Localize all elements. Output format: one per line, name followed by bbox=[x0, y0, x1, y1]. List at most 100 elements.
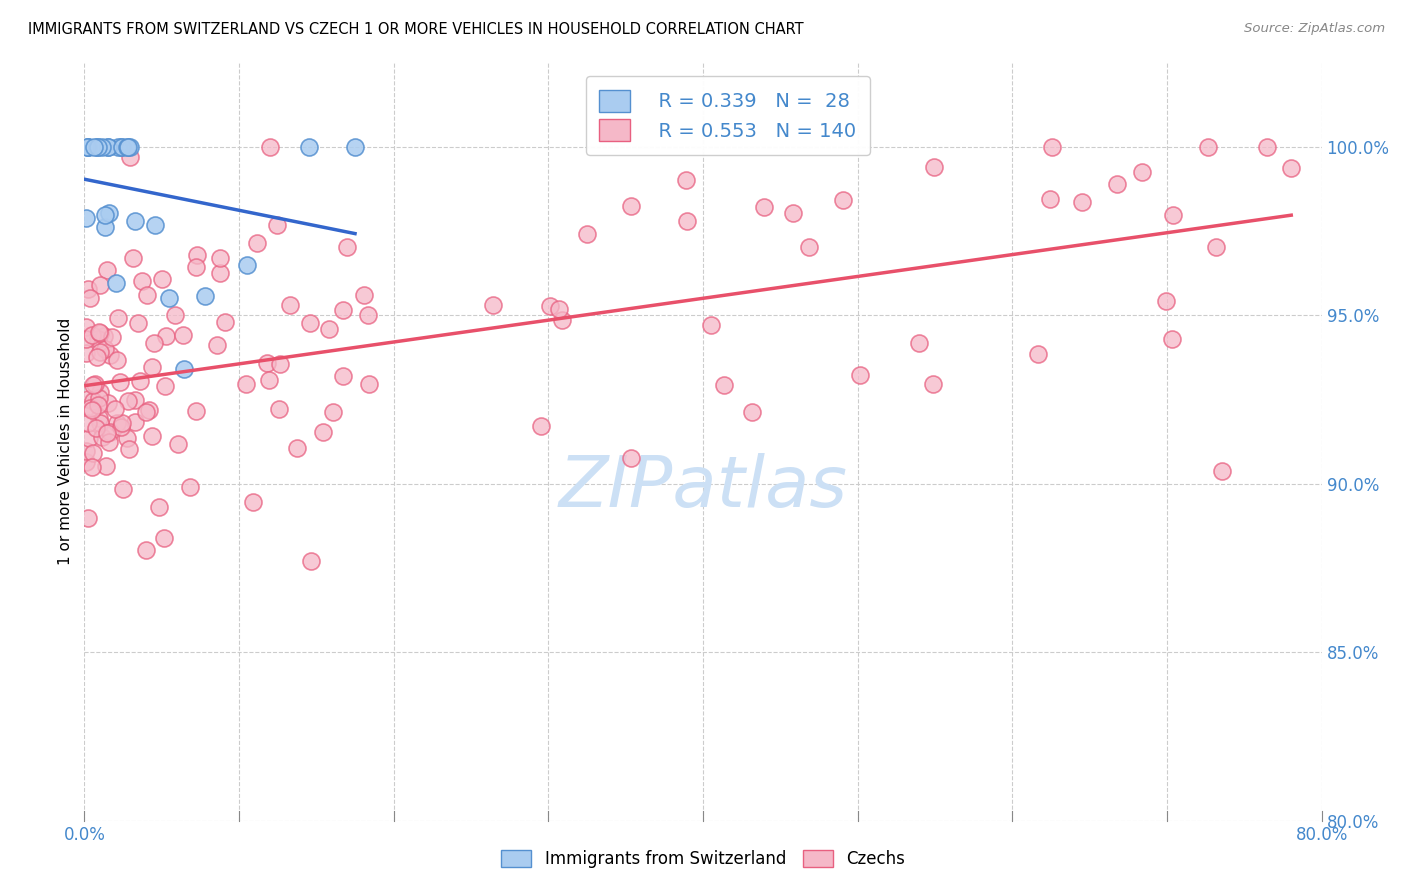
Point bbox=[136, 287, 159, 301]
Point bbox=[849, 368, 872, 383]
Point bbox=[311, 425, 333, 439]
Point bbox=[235, 258, 259, 272]
Text: IMMIGRANTS FROM SWITZERLAND VS CZECH 1 OR MORE VEHICLES IN HOUSEHOLD CORRELATION: IMMIGRANTS FROM SWITZERLAND VS CZECH 1 O… bbox=[28, 22, 804, 37]
Point bbox=[127, 316, 149, 330]
Point bbox=[118, 150, 141, 164]
Text: Source: ZipAtlas.com: Source: ZipAtlas.com bbox=[1244, 22, 1385, 36]
Point bbox=[97, 139, 120, 153]
Point bbox=[173, 361, 195, 376]
Point bbox=[115, 139, 138, 153]
Point bbox=[82, 446, 104, 460]
Point bbox=[1040, 139, 1063, 153]
Point bbox=[1279, 161, 1302, 176]
Point bbox=[94, 342, 117, 356]
Point bbox=[530, 419, 553, 434]
Point bbox=[205, 338, 228, 352]
Point bbox=[89, 417, 111, 431]
Point bbox=[98, 206, 121, 220]
Point bbox=[298, 139, 321, 153]
Point bbox=[799, 240, 821, 254]
Point bbox=[344, 139, 367, 153]
Point bbox=[143, 218, 166, 232]
Point bbox=[98, 347, 121, 361]
Point bbox=[111, 482, 134, 496]
Point bbox=[86, 139, 108, 153]
Point bbox=[77, 392, 100, 406]
Legend:   R = 0.339   N =  28,   R = 0.553   N = 140: R = 0.339 N = 28, R = 0.553 N = 140 bbox=[586, 76, 870, 155]
Point bbox=[94, 208, 117, 222]
Point bbox=[186, 248, 208, 262]
Point bbox=[104, 276, 127, 290]
Point bbox=[713, 378, 735, 392]
Point bbox=[91, 139, 114, 153]
Point bbox=[1070, 194, 1092, 209]
Point bbox=[1026, 347, 1049, 361]
Point bbox=[87, 398, 110, 412]
Point bbox=[336, 240, 359, 254]
Point bbox=[110, 139, 132, 153]
Point bbox=[75, 211, 97, 226]
Point bbox=[172, 328, 194, 343]
Point bbox=[266, 218, 288, 232]
Point bbox=[105, 416, 128, 430]
Point bbox=[259, 139, 281, 153]
Point bbox=[79, 401, 101, 415]
Point bbox=[620, 199, 643, 213]
Point bbox=[142, 335, 165, 350]
Point bbox=[89, 384, 111, 399]
Point bbox=[76, 139, 98, 153]
Point bbox=[96, 425, 118, 440]
Point bbox=[135, 543, 157, 558]
Point bbox=[299, 316, 322, 330]
Point bbox=[77, 282, 100, 296]
Point bbox=[1211, 464, 1233, 478]
Point bbox=[159, 291, 180, 305]
Point bbox=[194, 289, 217, 303]
Point bbox=[97, 435, 120, 450]
Point bbox=[82, 460, 104, 475]
Point bbox=[620, 451, 643, 466]
Point bbox=[831, 193, 853, 207]
Point bbox=[96, 263, 118, 277]
Point bbox=[117, 393, 139, 408]
Point bbox=[83, 377, 105, 392]
Point bbox=[1038, 192, 1060, 206]
Point bbox=[209, 252, 232, 266]
Point bbox=[675, 173, 697, 187]
Point bbox=[111, 416, 134, 430]
Point bbox=[235, 376, 257, 391]
Point bbox=[75, 455, 97, 469]
Point bbox=[782, 206, 804, 220]
Point bbox=[357, 308, 380, 322]
Point bbox=[96, 139, 118, 153]
Point bbox=[278, 298, 301, 312]
Point bbox=[129, 374, 152, 388]
Point bbox=[93, 220, 115, 235]
Point bbox=[1161, 208, 1184, 222]
Point bbox=[138, 403, 160, 417]
Point bbox=[124, 214, 146, 228]
Point bbox=[1105, 178, 1128, 192]
Point bbox=[84, 421, 107, 435]
Y-axis label: 1 or more Vehicles in Household: 1 or more Vehicles in Household bbox=[58, 318, 73, 566]
Point bbox=[285, 441, 308, 455]
Point bbox=[110, 420, 132, 434]
Point bbox=[124, 415, 146, 429]
Point bbox=[111, 139, 134, 153]
Point bbox=[357, 376, 380, 391]
Point bbox=[141, 429, 163, 443]
Point bbox=[77, 431, 100, 445]
Point bbox=[77, 139, 100, 153]
Point bbox=[165, 309, 187, 323]
Point bbox=[89, 278, 111, 293]
Point bbox=[1197, 139, 1219, 153]
Point bbox=[184, 260, 207, 275]
Point bbox=[87, 139, 110, 153]
Point bbox=[153, 531, 176, 545]
Point bbox=[167, 436, 190, 450]
Point bbox=[82, 327, 104, 342]
Point bbox=[322, 405, 344, 419]
Point bbox=[75, 346, 97, 360]
Point bbox=[1130, 165, 1153, 179]
Point bbox=[86, 351, 108, 365]
